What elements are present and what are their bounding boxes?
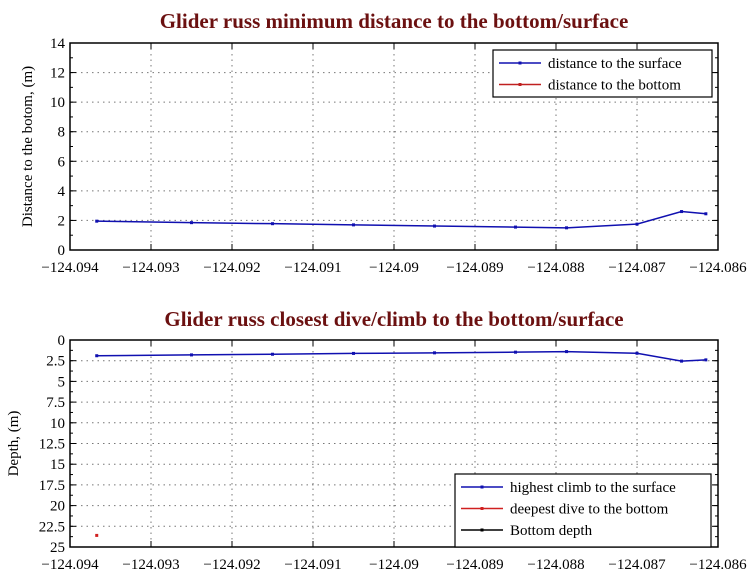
x-tick-label: −124.09 (369, 260, 419, 276)
legend-box (492, 49, 713, 98)
data-point (565, 226, 569, 230)
data-point (352, 223, 355, 227)
x-tick-label: −124.089 (446, 260, 503, 276)
legend-box (454, 473, 712, 548)
y-tick-label: 15 (50, 457, 65, 473)
x-tick-label: −124.087 (608, 557, 666, 573)
legend: highest climb to the surface deepest dive… (454, 473, 712, 548)
x-tick-label: −124.092 (203, 557, 260, 573)
x-tick-label: −124.086 (689, 557, 747, 573)
x-tick-label: −124.086 (689, 260, 747, 276)
data-point (565, 350, 569, 354)
y-tick-label: 7.5 (46, 395, 65, 411)
x-tick-label: −124.093 (122, 557, 179, 573)
data-point (352, 351, 355, 355)
x-tick-label: −124.094 (41, 260, 99, 276)
x-tick-label: −124.088 (527, 557, 584, 573)
y-axis-label: Distance to the botom, (m) (20, 66, 36, 227)
data-point (704, 358, 708, 362)
y-tick-label: 8 (58, 125, 66, 141)
legend-marker (518, 83, 522, 86)
y-tick-label: 20 (50, 499, 65, 515)
data-point (514, 225, 517, 229)
y-tick-label: 0 (58, 243, 66, 259)
data-point (635, 222, 639, 226)
legend-entry: distance to the surface (548, 56, 682, 72)
y-axis-label: Depth, (m) (6, 411, 22, 477)
data-point (271, 352, 274, 356)
y-tick-label: 14 (50, 36, 66, 52)
x-tick-label: −124.089 (446, 557, 503, 573)
y-tick-label: 25 (50, 540, 65, 556)
legend-marker (480, 507, 484, 510)
legend-entry: Bottom depth (510, 523, 593, 539)
x-tick-label: −124.092 (203, 260, 260, 276)
data-point (271, 222, 274, 226)
data-point (514, 350, 517, 354)
series-line-1 (96, 350, 706, 362)
legend-entry: highest climb to the surface (510, 480, 676, 496)
x-tick-label: −124.093 (122, 260, 179, 276)
data-point (190, 353, 193, 357)
x-tick-label: −124.094 (41, 557, 99, 573)
x-tick-label: −124.091 (284, 260, 341, 276)
legend: distance to the surface distance to the b… (492, 49, 713, 98)
data-point (680, 359, 684, 363)
data-point (680, 210, 684, 214)
y-tick-label: 12.5 (39, 437, 65, 453)
x-tick-label: −124.091 (284, 557, 341, 573)
x-tick-label: −124.09 (369, 557, 419, 573)
data-point (433, 351, 436, 355)
axes-frame (69, 339, 719, 548)
axes-frame (69, 42, 719, 251)
chart-1: Glider russ minimum distance to the bott… (20, 9, 747, 276)
x-tick-label: −124.087 (608, 260, 666, 276)
data-point (95, 354, 99, 358)
legend-entry: deepest dive to the bottom (510, 502, 669, 518)
data-point (190, 221, 193, 225)
data-point (433, 224, 436, 228)
y-tick-label: 0 (58, 333, 66, 349)
data-point (95, 219, 99, 223)
y-tick-label: 5 (58, 374, 66, 390)
legend-entry: distance to the bottom (548, 78, 681, 94)
y-tick-label: 10 (50, 416, 65, 432)
y-tick-label: 2.5 (46, 354, 65, 370)
y-tick-label: 10 (50, 95, 65, 111)
legend-marker (518, 61, 522, 65)
data-point (635, 351, 639, 355)
y-tick-label: 12 (50, 66, 65, 82)
legend-marker (480, 528, 484, 532)
data-point (704, 212, 708, 216)
chart-2: Glider russ closest dive/climb to the bo… (6, 307, 747, 573)
chart-title: Glider russ minimum distance to the bott… (160, 9, 629, 33)
y-tick-label: 17.5 (39, 478, 65, 494)
data-point (95, 533, 99, 537)
y-tick-label: 2 (58, 213, 66, 229)
x-tick-label: −124.088 (527, 260, 584, 276)
chart-title: Glider russ closest dive/climb to the bo… (164, 307, 623, 331)
y-tick-label: 22.5 (39, 519, 65, 535)
y-tick-label: 6 (58, 154, 66, 170)
legend-marker (480, 485, 484, 489)
series-line-1 (96, 210, 706, 229)
y-tick-label: 4 (58, 184, 66, 200)
